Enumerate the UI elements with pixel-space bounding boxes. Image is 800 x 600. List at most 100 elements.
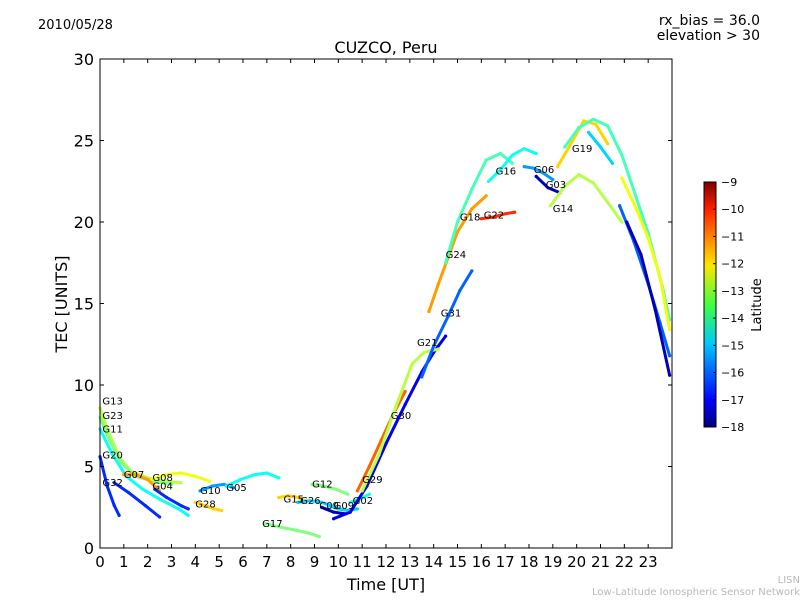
tec-point [119, 461, 124, 465]
tec-point [165, 473, 169, 477]
tec-point [355, 489, 359, 493]
tec-trace-g24 [427, 194, 488, 314]
satellite-label-g04: G04 [152, 481, 172, 492]
tec-point [541, 171, 545, 175]
tec-point [403, 403, 407, 407]
tec-trace-g22 [479, 210, 517, 221]
satellite-label-g06: G06 [534, 165, 554, 176]
tec-point [455, 220, 460, 224]
satellite-label-g08: G08 [152, 473, 172, 484]
colorbar-tick-label: −14 [721, 312, 744, 325]
tec-point [320, 505, 324, 509]
satellite-label-g22: G22 [484, 211, 504, 222]
colorbar-tick-label: −10 [721, 203, 744, 216]
tec-point [570, 140, 574, 144]
tec-point [513, 210, 517, 214]
tec-point [253, 473, 257, 477]
tec-point [360, 489, 364, 493]
satellite-label-g05: G05 [226, 483, 246, 494]
tec-point [107, 438, 112, 442]
tec-point [334, 487, 338, 491]
tec-trace-unlabeled-33 [625, 220, 672, 377]
tec-trace-g15 [277, 494, 307, 503]
y-tick-label: 30 [74, 50, 94, 69]
colorbar-tick-label: −13 [721, 285, 744, 298]
tec-point [620, 220, 624, 224]
colorbar-tick-label: −16 [721, 367, 744, 380]
tec-point [668, 354, 672, 358]
tec-point [598, 145, 603, 149]
tec-point [420, 375, 424, 379]
tec-point [286, 494, 290, 498]
credit-short: LISN [777, 575, 800, 586]
credit-long: Low-Latitude Ionospheric Sensor Network [592, 587, 800, 598]
tec-point [606, 124, 610, 128]
elevation-label: elevation > 30 [656, 28, 760, 44]
tec-point [222, 482, 226, 486]
x-tick-label: 16 [472, 553, 491, 571]
tec-point [563, 184, 567, 188]
tec-point [296, 500, 300, 504]
tec-point [220, 508, 224, 513]
x-tick-label: 11 [353, 553, 372, 571]
tec-point [591, 117, 595, 121]
tec-point [310, 482, 314, 486]
satellite-label-g31: G31 [441, 309, 461, 320]
tec-trace-g06 [522, 165, 555, 182]
tec-trace-g23 [98, 416, 173, 486]
colorbar-tick-label: −15 [721, 339, 744, 352]
tec-point [577, 125, 581, 130]
tec-point [532, 166, 536, 170]
tec-point [239, 477, 243, 482]
tec-point [117, 513, 121, 518]
satellite-label-c09: C09 [319, 501, 339, 512]
x-tick-label: 10 [329, 553, 348, 571]
satellite-label-g23: G23 [102, 411, 122, 422]
tec-point [436, 347, 440, 351]
satellite-label-g13: G13 [102, 397, 122, 408]
satellite-label-g09: G09 [334, 501, 354, 512]
tec-trace-g14 [549, 173, 624, 224]
colorbar-tick-label: −11 [721, 230, 744, 243]
tec-point [143, 504, 147, 508]
tec-point [606, 142, 610, 146]
tec-point [534, 151, 538, 156]
tec-trace-g07 [122, 473, 162, 493]
tec-trace-g32 [112, 481, 162, 519]
tec-point [548, 204, 553, 208]
tec-point [320, 500, 324, 504]
tec-point [522, 147, 526, 151]
x-tick-label: 5 [214, 553, 224, 571]
tec-point [591, 181, 595, 185]
parameter-label: rx_bias = 36.0 elevation > 30 [657, 14, 760, 44]
tec-point [193, 500, 197, 504]
tec-point [355, 507, 359, 511]
y-tick-label: 25 [74, 132, 94, 151]
tec-point [620, 153, 624, 157]
tec-point [127, 491, 131, 495]
tec-point [122, 473, 126, 477]
tec-point [634, 196, 638, 200]
tec-point [610, 161, 615, 165]
y-tick-label: 20 [74, 213, 94, 232]
tec-point [186, 507, 190, 511]
tec-point [277, 476, 281, 480]
tec-point [534, 174, 538, 178]
satellite-label-g19: G19 [572, 144, 592, 155]
tec-point [446, 314, 450, 319]
tec-point [634, 207, 638, 211]
x-tick-label: 7 [262, 553, 272, 571]
tec-point [470, 207, 474, 211]
tec-point [277, 525, 281, 529]
tec-trace-unlabeled-31 [620, 176, 672, 332]
tec-point [606, 200, 610, 204]
y-axis-label: TEC [UNITS] [52, 256, 71, 354]
satellite-label-g30: G30 [391, 411, 411, 422]
y-tick-label: 5 [84, 458, 94, 477]
tec-point [179, 481, 183, 485]
tec-point [146, 477, 150, 482]
tec-point [484, 158, 488, 162]
tec-point [332, 510, 336, 514]
